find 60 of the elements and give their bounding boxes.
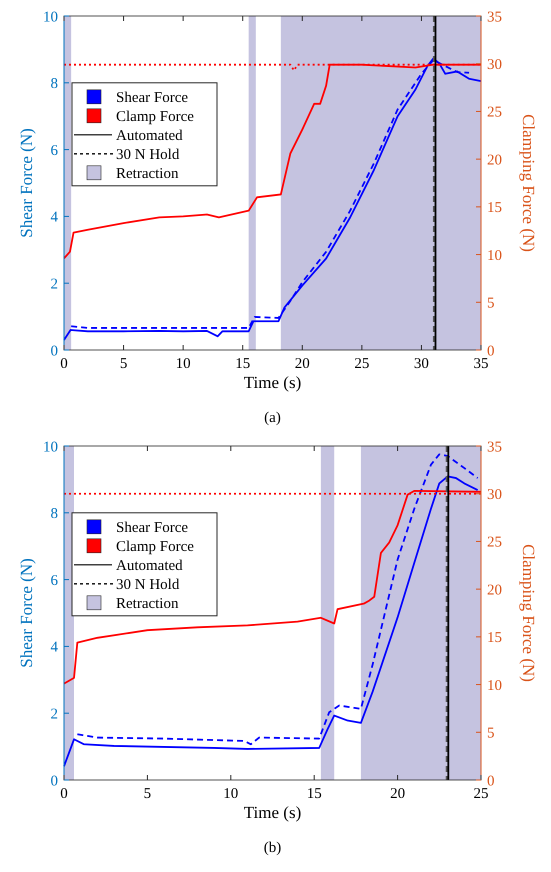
x-tick-label: 10 — [176, 356, 191, 372]
x-tick-label: 30 — [414, 356, 429, 372]
y-tick-label: 10 — [43, 439, 58, 456]
y-tick-label: 6 — [50, 572, 58, 589]
y-tick-label: 10 — [43, 9, 58, 26]
y2-tick-label: 5 — [487, 726, 494, 742]
band-label: Retraction — [116, 596, 179, 612]
x-tick-label: 25 — [474, 786, 488, 802]
legend-label: Clamp Force — [116, 109, 194, 126]
y-tick-label: 6 — [50, 142, 58, 159]
annotation: Automated — [116, 128, 184, 144]
x-tick-label: 10 — [223, 786, 238, 802]
y2-tick-label: 10 — [487, 678, 502, 694]
x-tick-label: 15 — [306, 786, 322, 802]
band-label: Retraction — [116, 166, 179, 182]
x-tick-label: 5 — [120, 356, 128, 372]
y2-tick-label: 20 — [487, 152, 502, 168]
text: (a) — [264, 410, 281, 426]
y2-tick-label: 15 — [487, 200, 502, 216]
y2-axis-title: Clamping Force (N) — [519, 544, 538, 682]
y2-tick-label: 0 — [487, 773, 494, 790]
legend-label: Shear Force — [116, 90, 188, 106]
legend-label: Shear Force — [116, 520, 188, 536]
y2-tick-label: 10 — [487, 248, 502, 264]
annotation: 30 N Hold — [116, 147, 180, 164]
x-axis-title: Time (s) — [244, 803, 302, 822]
y-tick-label: 8 — [50, 76, 58, 92]
y-tick-label: 2 — [50, 706, 58, 722]
y2-tick-label: 20 — [487, 582, 502, 598]
x-tick-label: 20 — [294, 356, 310, 372]
x-tick-label: 15 — [235, 356, 250, 372]
y-axis-title: Shear Force (N) — [17, 128, 36, 238]
y2-tick-label: 35 — [487, 9, 502, 26]
y2-tick-label: 30 — [487, 56, 502, 73]
x-axis-title: Time (s) — [244, 373, 302, 392]
line-series — [63, 475, 479, 768]
line-series — [76, 453, 479, 746]
x-tick-label: 35 — [474, 356, 488, 372]
x-tick-label: 5 — [144, 786, 152, 802]
y2-tick-label: 35 — [487, 439, 502, 456]
annotation: 30 N Hold — [116, 577, 180, 594]
y-axis-title: Shear Force (N) — [17, 558, 36, 668]
y2-tick-label: 30 — [487, 486, 502, 503]
y2-tick-label: 15 — [487, 630, 502, 646]
y-tick-label: 4 — [50, 210, 58, 226]
legend-label: Clamp Force — [116, 539, 194, 556]
y-tick-label: 8 — [50, 506, 58, 522]
y-tick-label: 0 — [50, 773, 58, 790]
text: (b) — [264, 840, 282, 856]
annotation: Automated — [116, 558, 184, 574]
y-tick-label: 0 — [50, 343, 58, 360]
y-tick-label: 2 — [50, 276, 58, 292]
y2-tick-label: 0 — [487, 343, 494, 360]
y-tick-label: 4 — [50, 640, 58, 656]
x-tick-label: 25 — [354, 356, 370, 372]
y2-tick-label: 5 — [487, 296, 494, 312]
x-tick-label: 20 — [390, 786, 406, 802]
y2-tick-label: 25 — [487, 534, 502, 551]
y2-axis-title: Clamping Force (N) — [519, 114, 538, 252]
y2-tick-label: 25 — [487, 104, 502, 121]
